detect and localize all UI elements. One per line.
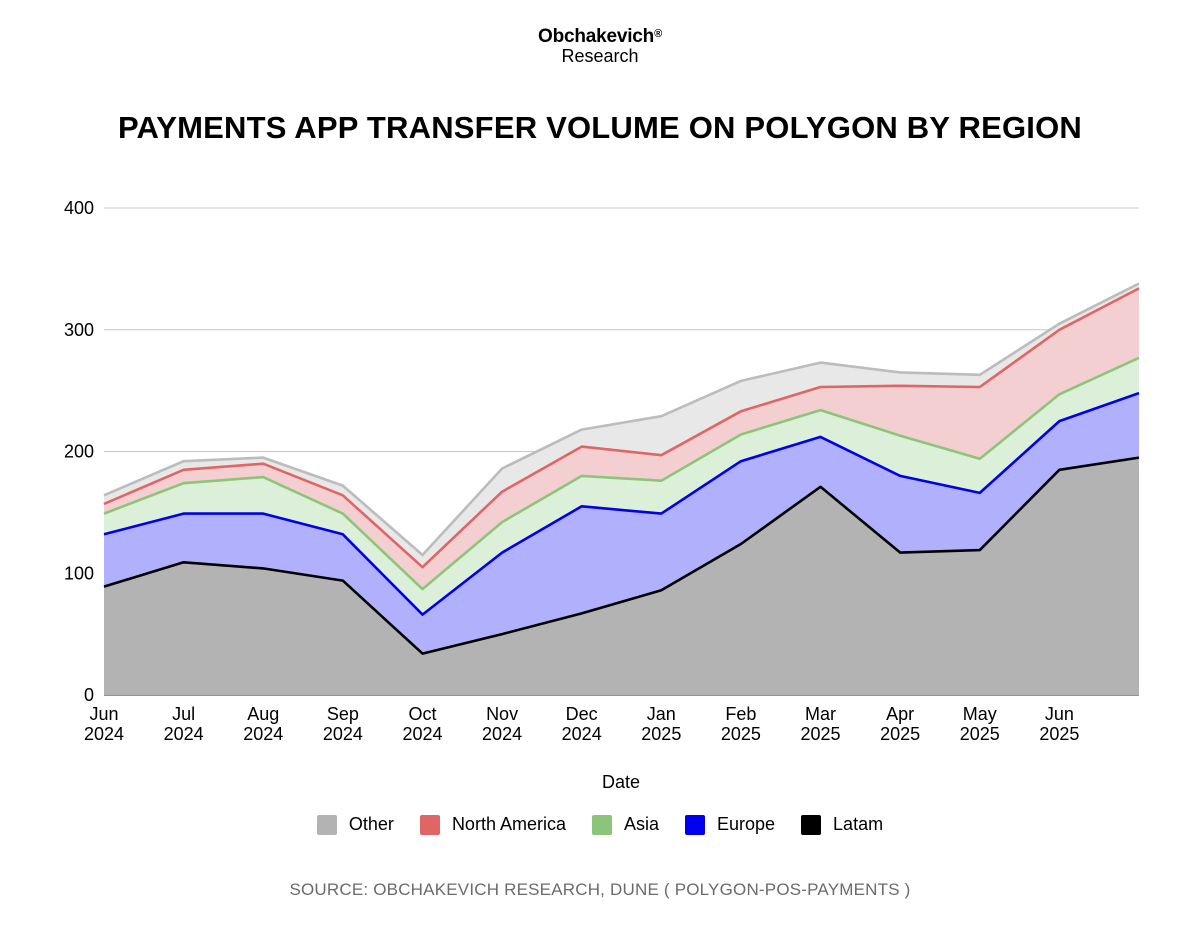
- axis-layer: 0 100 200 300 400 Jun 2024 Jul 2024 Aug 2024 Sep 202…: [64, 198, 1079, 744]
- legend-item-europe: Europe: [685, 814, 775, 835]
- brand-logo: Obchakevich® Research: [0, 26, 1200, 65]
- area-europe: [104, 393, 1139, 654]
- line-layer: [103, 282, 1140, 655]
- legend-swatch: [685, 814, 705, 835]
- series-line-north-america: [103, 287, 1140, 569]
- series-line-latam: [103, 456, 1140, 655]
- series-line-europe: [103, 391, 1140, 616]
- x-tick-label: Apr 2025: [880, 704, 920, 744]
- legend-swatch: [419, 814, 440, 835]
- registered-mark: ®: [654, 28, 662, 40]
- legend: Other North America Asia Europe Latam: [0, 814, 1200, 835]
- y-tick-label: 300: [64, 320, 94, 340]
- legend-label: Asia: [623, 814, 659, 834]
- legend-label: North America: [451, 814, 566, 834]
- x-tick-label: Sep 2024: [323, 704, 363, 744]
- legend-item-other: Other: [316, 814, 394, 835]
- x-tick-label: Nov 2024: [482, 704, 522, 744]
- brand-subtitle: Research: [561, 46, 639, 66]
- y-tick-label: 400: [64, 198, 94, 218]
- legend-swatch: [316, 814, 337, 835]
- x-tick-label: Jul 2024: [164, 704, 204, 744]
- x-tick-label: May 2025: [960, 704, 1000, 744]
- legend-label: Europe: [717, 814, 776, 834]
- x-tick-label: Feb 2025: [721, 704, 761, 744]
- legend-swatch: [801, 814, 822, 835]
- x-tick-label: Jan 2025: [641, 704, 681, 744]
- stacked-area-chart: 0 100 200 300 400 Jun 2024 Jul 2024 Aug 2024 Sep 202…: [64, 198, 1140, 792]
- x-tick-label: Oct 2024: [402, 704, 442, 744]
- x-tick-label: Mar 2025: [801, 704, 841, 744]
- x-tick-label: Jun 2024: [84, 704, 124, 744]
- legend-label: Latam: [833, 814, 884, 834]
- y-tick-label: 0: [84, 685, 94, 705]
- brand-name: Obchakevich®: [538, 26, 662, 47]
- legend-item-north-america: North America: [419, 814, 566, 835]
- area-asia: [104, 357, 1139, 615]
- chart-title: PAYMENTS APP TRANSFER VOLUME ON POLYGON …: [117, 110, 1083, 145]
- legend-item-latam: Latam: [801, 814, 883, 835]
- y-tick-label: 100: [64, 563, 94, 583]
- area-latam: [104, 457, 1139, 695]
- x-tick-label: Aug 2024: [243, 704, 283, 744]
- x-tick-label: Dec 2024: [562, 704, 602, 744]
- x-tick-label: Jun 2025: [1039, 704, 1079, 744]
- series-line-asia: [103, 356, 1140, 591]
- x-axis-label: Date: [602, 772, 640, 792]
- legend-label: Other: [348, 814, 394, 834]
- legend-swatch: [591, 814, 612, 835]
- legend-item-asia: Asia: [591, 814, 659, 835]
- series-line-other: [103, 282, 1140, 557]
- source-note: SOURCE: OBCHAKEVICH RESEARCH, DUNE ( POL…: [289, 880, 911, 899]
- area-other: [104, 283, 1139, 568]
- y-tick-label: 200: [64, 442, 94, 462]
